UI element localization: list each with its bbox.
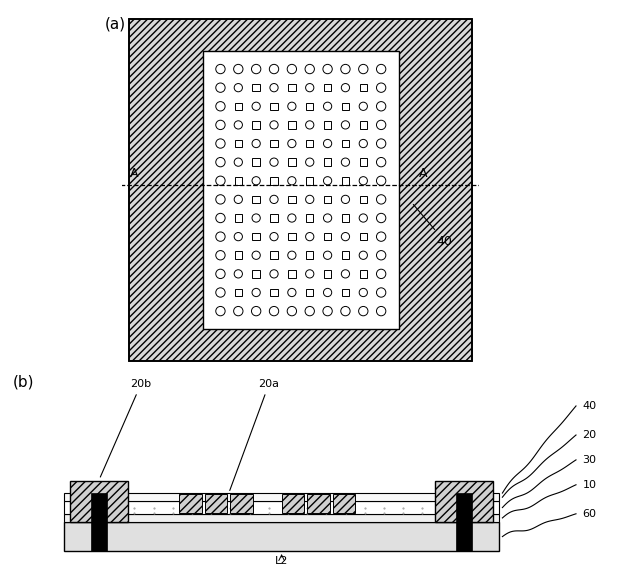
Bar (324, 84, 332, 92)
Bar (288, 233, 296, 240)
Bar (64, 501, 499, 514)
Bar (324, 158, 332, 166)
Bar (360, 270, 367, 278)
Bar (324, 121, 332, 128)
Bar (230, 494, 253, 513)
Bar (306, 103, 314, 110)
Text: 20: 20 (582, 430, 596, 440)
Bar (324, 270, 332, 278)
Bar (252, 270, 260, 278)
Bar (270, 214, 278, 222)
Bar (342, 140, 349, 147)
Text: 60: 60 (582, 509, 596, 519)
Text: 20a: 20a (230, 380, 279, 490)
Text: (b): (b) (13, 375, 35, 390)
Bar (270, 103, 278, 110)
Bar (234, 214, 242, 222)
Bar (179, 494, 202, 513)
Bar (306, 140, 314, 147)
Text: 30: 30 (582, 455, 596, 465)
Bar (252, 196, 260, 203)
Bar (360, 158, 367, 166)
Text: 40: 40 (413, 204, 452, 248)
Bar (360, 233, 367, 240)
Bar (342, 252, 349, 259)
Bar (270, 289, 278, 296)
Text: 40: 40 (582, 401, 596, 411)
Bar (288, 121, 296, 128)
Bar (288, 270, 296, 278)
Text: L2: L2 (275, 556, 288, 566)
Bar (360, 121, 367, 128)
Text: A: A (419, 167, 427, 180)
Bar (288, 158, 296, 166)
Bar (234, 252, 242, 259)
Bar (342, 177, 349, 184)
Bar (306, 177, 314, 184)
Text: (a): (a) (104, 17, 125, 32)
Bar (64, 493, 499, 501)
Bar (234, 140, 242, 147)
Bar (306, 289, 314, 296)
Bar (307, 494, 330, 513)
Text: 10: 10 (582, 480, 596, 490)
Bar (282, 494, 304, 513)
Bar (333, 494, 355, 513)
Bar (203, 51, 399, 329)
Bar (288, 84, 296, 92)
Bar (252, 158, 260, 166)
Text: A: A (130, 167, 139, 180)
Bar (342, 214, 349, 222)
Text: 20b: 20b (100, 380, 152, 477)
Bar (342, 103, 349, 110)
Bar (92, 493, 108, 551)
Bar (456, 493, 472, 551)
Bar (205, 494, 227, 513)
Bar (306, 252, 314, 259)
Bar (252, 121, 260, 128)
Bar (234, 103, 242, 110)
Bar (270, 252, 278, 259)
Bar (270, 140, 278, 147)
Bar (435, 480, 493, 522)
Bar (360, 84, 367, 92)
Bar (64, 522, 499, 551)
Bar (64, 514, 499, 522)
Bar (288, 196, 296, 203)
Bar (70, 480, 128, 522)
Bar (324, 233, 332, 240)
Bar (270, 177, 278, 184)
Bar (342, 289, 349, 296)
Bar (306, 214, 314, 222)
Bar (234, 289, 242, 296)
Bar (360, 196, 367, 203)
Bar (324, 196, 332, 203)
Bar (252, 84, 260, 92)
Bar (252, 233, 260, 240)
Bar (234, 177, 242, 184)
